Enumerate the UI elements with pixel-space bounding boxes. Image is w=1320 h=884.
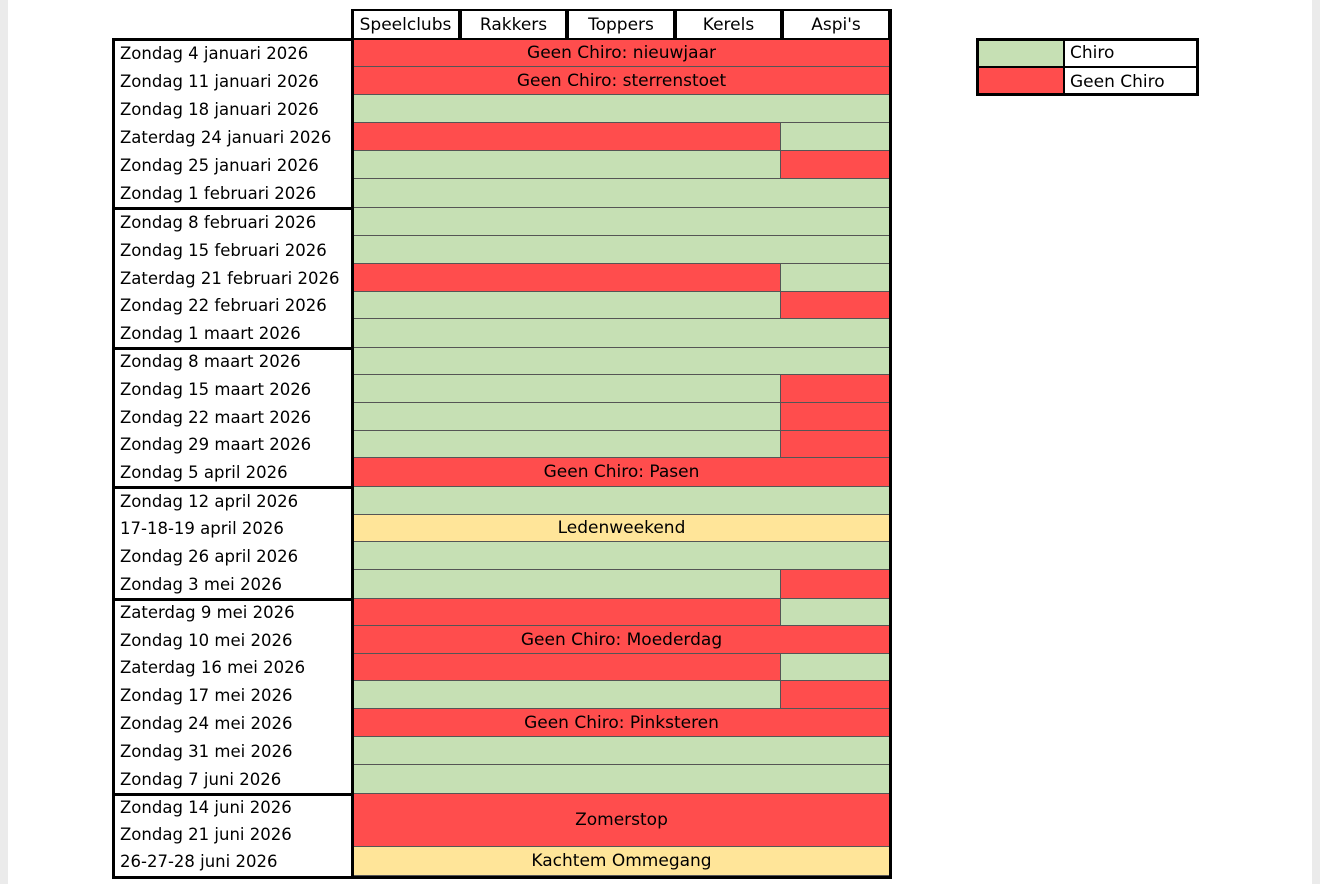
table-border-left bbox=[112, 38, 115, 878]
group-header: Toppers bbox=[567, 9, 675, 40]
legend-swatch bbox=[976, 67, 1064, 96]
legend-label: Geen Chiro bbox=[1064, 67, 1199, 96]
month-divider bbox=[112, 598, 354, 601]
month-divider bbox=[112, 793, 354, 796]
status-cell-aspis bbox=[781, 123, 889, 151]
status-cell-aspis bbox=[781, 264, 889, 292]
status-cell bbox=[354, 95, 889, 123]
status-cell-aspis bbox=[781, 570, 889, 599]
date-cell: Zondag 24 mei 2026 bbox=[120, 713, 293, 733]
event-cell: Ledenweekend bbox=[354, 515, 889, 542]
date-cell: Zondag 31 mei 2026 bbox=[120, 741, 293, 761]
event-cell: Geen Chiro: sterrenstoet bbox=[354, 67, 889, 95]
date-cell: Zondag 22 maart 2026 bbox=[120, 407, 312, 427]
status-cell-aspis bbox=[781, 681, 889, 709]
month-divider bbox=[112, 207, 354, 210]
date-cell: Zondag 11 januari 2026 bbox=[120, 71, 319, 91]
status-cell bbox=[354, 292, 781, 319]
status-cell bbox=[354, 487, 889, 515]
status-cell bbox=[354, 264, 781, 292]
event-cell: Zomerstop bbox=[354, 794, 889, 847]
status-cell bbox=[354, 403, 781, 431]
event-cell: Geen Chiro: Moederdag bbox=[354, 626, 889, 654]
date-cell: Zondag 1 maart 2026 bbox=[120, 324, 301, 343]
date-cell: Zondag 8 maart 2026 bbox=[120, 352, 301, 371]
date-cell: Zondag 4 januari 2026 bbox=[120, 44, 309, 63]
date-cell: Zondag 10 mei 2026 bbox=[120, 630, 293, 650]
date-cell: Zondag 7 juni 2026 bbox=[120, 770, 282, 789]
date-cell: Zondag 14 juni 2026 bbox=[120, 798, 292, 817]
date-cell: Zondag 29 maart 2026 bbox=[120, 435, 312, 454]
status-cell bbox=[354, 208, 889, 236]
month-divider bbox=[112, 486, 354, 489]
status-cell bbox=[354, 542, 889, 570]
legend-label: Chiro bbox=[1064, 38, 1199, 67]
status-cell-aspis bbox=[781, 151, 889, 179]
status-cell-aspis bbox=[781, 654, 889, 681]
date-cell: Zondag 22 februari 2026 bbox=[120, 296, 327, 315]
schedule-sheet: Speelclubs Rakkers Toppers Kerels Aspi's Zond… bbox=[8, 0, 1312, 884]
status-cell bbox=[354, 654, 781, 681]
table-border-right bbox=[889, 9, 892, 878]
status-cell bbox=[354, 319, 889, 348]
status-cell bbox=[354, 737, 889, 765]
date-cell: Zaterdag 9 mei 2026 bbox=[120, 603, 295, 622]
group-header: Speelclubs bbox=[351, 9, 460, 40]
status-cell-aspis bbox=[781, 403, 889, 431]
status-cell-aspis bbox=[781, 431, 889, 458]
group-header: Rakkers bbox=[460, 9, 567, 40]
table-border-top bbox=[112, 38, 354, 41]
date-cell: Zondag 17 mei 2026 bbox=[120, 685, 293, 705]
status-cell bbox=[354, 431, 781, 458]
status-cell-aspis bbox=[781, 375, 889, 403]
status-cell bbox=[354, 179, 889, 208]
table-divider bbox=[351, 9, 354, 878]
date-cell: Zondag 18 januari 2026 bbox=[120, 99, 319, 119]
status-cell bbox=[354, 123, 781, 151]
date-cell: Zondag 25 januari 2026 bbox=[120, 155, 319, 175]
date-cell: Zondag 1 februari 2026 bbox=[120, 184, 317, 203]
date-cell: Zondag 12 april 2026 bbox=[120, 491, 299, 511]
group-header: Kerels bbox=[675, 9, 782, 40]
date-cell: 26-27-28 juni 2026 bbox=[120, 852, 278, 871]
date-cell: Zondag 26 april 2026 bbox=[120, 546, 299, 566]
status-cell bbox=[354, 599, 781, 626]
event-cell: Geen Chiro: Pinksteren bbox=[354, 709, 889, 737]
event-cell: Kachtem Ommegang bbox=[354, 847, 889, 876]
status-cell-aspis bbox=[781, 599, 889, 626]
date-cell: 17-18-19 april 2026 bbox=[120, 519, 284, 538]
table-border-bottom bbox=[112, 876, 892, 879]
status-cell bbox=[354, 375, 781, 403]
status-cell bbox=[354, 236, 889, 264]
date-cell: Zaterdag 16 mei 2026 bbox=[120, 658, 306, 677]
legend-border bbox=[976, 38, 1199, 96]
status-cell bbox=[354, 151, 781, 179]
date-cell: Zondag 3 mei 2026 bbox=[120, 575, 282, 594]
status-cell bbox=[354, 765, 889, 794]
event-cell: Geen Chiro: Pasen bbox=[354, 458, 889, 487]
date-cell: Zondag 15 februari 2026 bbox=[120, 240, 327, 260]
month-divider bbox=[112, 347, 354, 350]
date-cell: Zaterdag 21 februari 2026 bbox=[120, 268, 340, 288]
date-cell: Zondag 15 maart 2026 bbox=[120, 379, 312, 399]
status-cell bbox=[354, 570, 781, 599]
status-cell-aspis bbox=[781, 292, 889, 319]
status-cell bbox=[354, 681, 781, 709]
status-cell bbox=[354, 348, 889, 375]
date-cell: Zondag 21 juni 2026 bbox=[120, 824, 292, 844]
event-cell: Geen Chiro: nieuwjaar bbox=[354, 40, 889, 67]
date-cell: Zaterdag 24 januari 2026 bbox=[120, 127, 332, 147]
date-cell: Zondag 8 februari 2026 bbox=[120, 212, 317, 232]
date-cell: Zondag 5 april 2026 bbox=[120, 463, 288, 482]
group-header: Aspi's bbox=[782, 9, 890, 40]
